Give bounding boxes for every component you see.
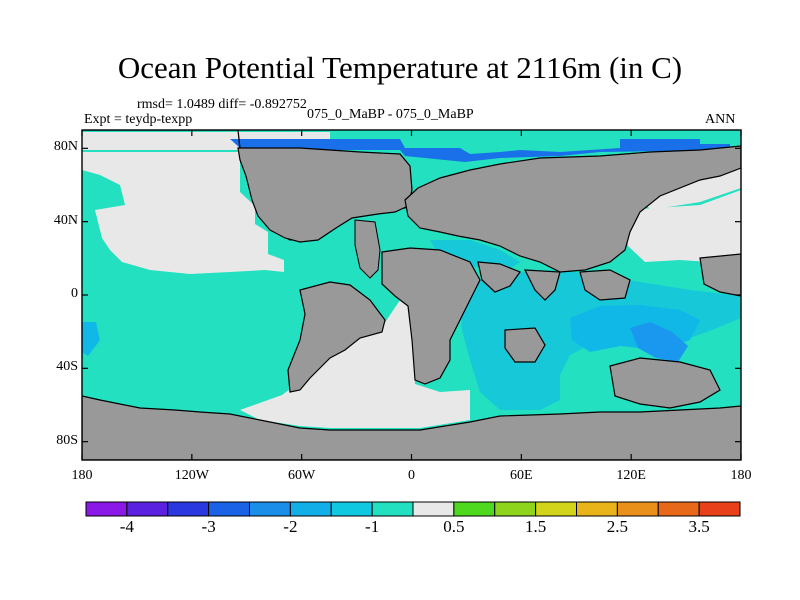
- colorbar-swatch: [576, 501, 618, 517]
- colorbar-swatch: [249, 501, 291, 517]
- north-pacific-near-zero: [82, 152, 284, 274]
- case-label: 075_0_MaBP - 075_0_MaBP: [307, 107, 474, 122]
- lon-tick-label: 180: [71, 468, 93, 483]
- lon-tick-label: 180: [730, 468, 752, 483]
- india-land: [524, 269, 561, 301]
- colorbar-swatch: [371, 501, 414, 517]
- arctic-minus-3: [230, 139, 730, 162]
- colorbar: [85, 501, 741, 517]
- lon-tick-label: 60E: [510, 468, 533, 483]
- lat-tick-label: 40S: [56, 359, 78, 375]
- indian-ocean-minus-1-5: [460, 270, 741, 410]
- lon-tick-label: 60W: [288, 468, 316, 483]
- colorbar-label: -3: [201, 517, 216, 536]
- lat-tick-label: 0: [71, 286, 78, 301]
- lon-tick-label: 0: [408, 468, 415, 483]
- lon-tick-label: 120E: [616, 468, 646, 483]
- colorbar-swatch: [616, 501, 659, 517]
- australia-land: [609, 357, 721, 409]
- colorbar-swatch: [167, 501, 210, 517]
- south-america-land: [287, 281, 386, 393]
- arabia-land: [477, 261, 521, 293]
- colorbar-swatch: [330, 501, 373, 517]
- pacific-island-land: [699, 253, 741, 297]
- colorbar-label: 0.5: [443, 517, 465, 536]
- africa-land: [381, 247, 481, 385]
- colorbar-label: 2.5: [606, 517, 628, 536]
- colorbar-swatch: [85, 501, 128, 517]
- colorbar-swatch: [126, 501, 169, 517]
- colorbar-swatch: [535, 501, 577, 517]
- colorbar-label: -1: [365, 517, 380, 536]
- lat-tick-label: 80S: [56, 432, 78, 448]
- plot-title: Ocean Potential Temperature at 2116m (in…: [117, 50, 683, 85]
- pacific-minus-2-5: [630, 322, 688, 362]
- colorbar-label: 1.5: [525, 517, 547, 536]
- north-america-land-mass: [237, 147, 413, 243]
- colorbar-label: -4: [119, 517, 134, 536]
- madagascar-land: [504, 327, 546, 363]
- colorbar-label: 3.5: [688, 517, 710, 536]
- antarctica-land: [82, 395, 741, 460]
- colorbar-swatch: [289, 501, 332, 517]
- colorbar-swatch: [412, 501, 455, 517]
- southeast-asia-land: [579, 269, 631, 301]
- colorbar-swatch: [453, 501, 496, 517]
- experiment-label: Expt = teydp-texpp: [84, 112, 193, 127]
- eurasia-land: [404, 145, 741, 273]
- colorbar-swatch: [494, 501, 537, 517]
- map-field: [82, 130, 741, 460]
- colorbar-label: -2: [283, 517, 298, 536]
- stats-label: rmsd= 1.0489 diff= -0.892752: [137, 97, 307, 112]
- lon-tick-label: 120W: [174, 468, 209, 483]
- lat-tick-label: 40N: [53, 212, 78, 228]
- lat-tick-label: 80N: [53, 139, 78, 155]
- colorbar-swatch: [208, 501, 250, 517]
- tropical-east-minus-2: [82, 322, 100, 356]
- season-label: ANN: [705, 112, 736, 127]
- colorbar-swatch: [657, 501, 700, 517]
- east-pacific-ridge-land: [354, 219, 381, 279]
- colorbar-swatch: [698, 501, 741, 517]
- land: [82, 130, 741, 460]
- northwest-pacific-near-zero: [625, 190, 741, 262]
- tick-layer: [81, 130, 742, 460]
